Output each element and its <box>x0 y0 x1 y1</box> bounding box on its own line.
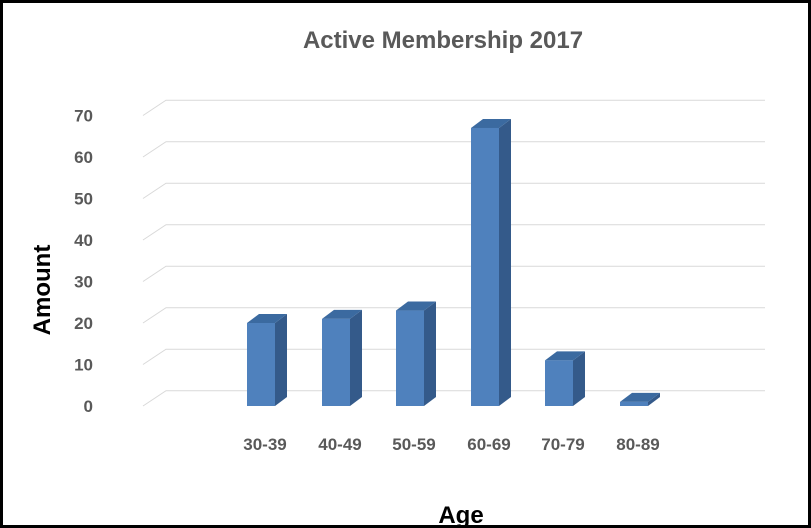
y-tick-label: 70 <box>74 107 93 126</box>
bar-top <box>247 314 287 323</box>
bar-front <box>396 310 424 406</box>
y-axis-ticks: 0 10 20 30 40 50 60 70 <box>74 107 93 417</box>
bar-side <box>499 118 511 406</box>
x-tick-label: 70-79 <box>541 435 584 454</box>
bar <box>471 118 511 406</box>
bar-top <box>322 309 362 319</box>
y-axis-label: Amount <box>29 245 56 336</box>
bar-front <box>620 401 648 406</box>
y-tick-label: 40 <box>74 231 93 250</box>
bar-front <box>471 127 499 406</box>
y-tick-label: 20 <box>74 314 93 333</box>
chart-title: Active Membership 2017 <box>303 27 583 54</box>
bar <box>247 314 287 406</box>
bar <box>545 351 585 406</box>
gridline <box>142 141 765 158</box>
gridline <box>142 182 765 199</box>
bars <box>247 118 660 406</box>
bar-top <box>471 118 511 128</box>
bar-side <box>275 314 287 406</box>
gridline <box>142 99 765 116</box>
bar-top <box>545 351 585 361</box>
gridline <box>142 265 765 282</box>
x-tick-label: 60-69 <box>467 435 510 454</box>
bar-side <box>350 309 362 406</box>
bar-side <box>424 301 436 406</box>
y-tick-label: 10 <box>74 356 93 375</box>
y-tick-label: 30 <box>74 273 93 292</box>
bar-front <box>247 323 275 406</box>
gridlines <box>142 99 765 407</box>
bar-front <box>322 318 350 406</box>
x-axis-label: Age <box>438 502 483 527</box>
gridline <box>142 307 765 324</box>
bar-side <box>573 351 585 406</box>
bar-side <box>648 392 660 406</box>
gridline <box>142 224 765 241</box>
y-tick-label: 60 <box>74 148 93 167</box>
x-tick-label: 30-39 <box>243 435 286 454</box>
bar <box>620 392 660 406</box>
x-tick-label: 40-49 <box>318 435 361 454</box>
bar-front <box>545 360 573 406</box>
y-tick-label: 0 <box>84 397 93 416</box>
x-tick-label: 50-59 <box>392 435 435 454</box>
bar <box>396 301 436 406</box>
bar-top <box>396 301 436 311</box>
x-tick-label: 80-89 <box>616 435 659 454</box>
bar <box>322 309 362 406</box>
gridline <box>142 348 765 365</box>
bar-top <box>620 392 660 402</box>
x-axis-ticks: 30-39 40-49 50-59 60-69 70-79 80-89 <box>243 435 659 454</box>
y-tick-label: 50 <box>74 190 93 209</box>
gridline <box>142 390 765 407</box>
